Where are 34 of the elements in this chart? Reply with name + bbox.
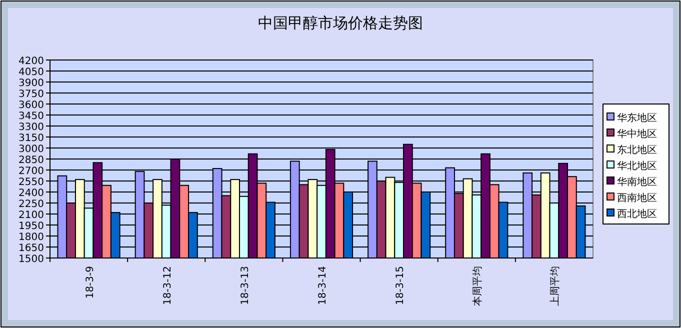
x-tick-label: 18-3-13	[240, 266, 251, 306]
y-tick-label: 2700	[18, 166, 44, 177]
x-tick-label: 18-3-15	[395, 266, 406, 306]
y-tick-label: 3450	[18, 111, 44, 122]
x-tick-label: 18-3-14	[318, 266, 328, 306]
legend-label: 华东地区	[617, 112, 657, 124]
chart-title: 中国甲醇市场价格走势图	[258, 14, 423, 32]
y-tick-label: 3750	[18, 89, 44, 100]
legend-label: 华北地区	[617, 160, 657, 172]
y-tick-label: 2550	[18, 177, 44, 188]
y-tick-label: 3600	[18, 100, 44, 111]
legend-label: 华中地区	[617, 128, 657, 140]
legend-label: 东北地区	[617, 144, 657, 156]
y-tick-label: 3150	[18, 133, 44, 144]
y-tick-label: 1950	[18, 221, 44, 232]
y-tick-label: 2400	[18, 188, 44, 199]
x-tick-label: 上周平均	[549, 266, 562, 306]
y-tick-label: 3300	[18, 122, 44, 133]
x-tick-label: 18-3-12	[162, 266, 174, 306]
legend-label: 西南地区	[617, 192, 657, 204]
y-tick-label: 2250	[18, 199, 44, 210]
y-tick-label: 1650	[18, 243, 44, 254]
y-tick-label: 3000	[18, 144, 44, 155]
y-tick-label: 4200	[18, 56, 44, 67]
x-tick-label: 本周平均	[472, 266, 484, 306]
y-tick-label: 4050	[18, 67, 44, 78]
y-tick-label: 1800	[18, 232, 44, 243]
legend-label: 华南地区	[617, 176, 657, 188]
x-tick-label: 18-3-9	[84, 266, 96, 299]
legend-label: 西北地区	[617, 208, 657, 220]
y-tick-label: 1500	[18, 254, 44, 265]
y-tick-label: 2850	[18, 155, 44, 166]
y-tick-label: 3900	[18, 78, 44, 89]
y-tick-label: 2100	[18, 210, 44, 221]
